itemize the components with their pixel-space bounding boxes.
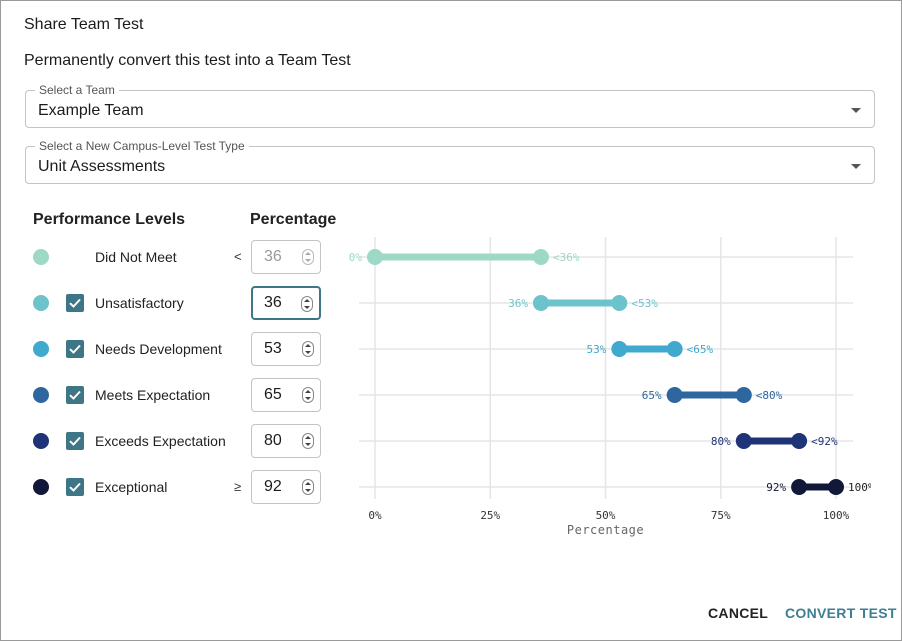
percentage-input[interactable]: 92: [251, 470, 321, 504]
range-start-label: 92%: [766, 481, 786, 494]
range-end-label: <36%: [553, 251, 580, 264]
range-end-label: <65%: [687, 343, 714, 356]
stepper-icon[interactable]: [301, 296, 313, 312]
level-color-dot: [33, 433, 49, 449]
level-row: Exceeds Expectation 80: [1, 424, 341, 458]
range-start-point: [666, 387, 683, 403]
range-start-label: 36%: [508, 297, 528, 310]
test-type-select[interactable]: Select a New Campus-Level Test Type Unit…: [25, 139, 875, 184]
level-checkbox[interactable]: [66, 386, 84, 404]
percentage-input-value: 36: [264, 248, 282, 265]
range-end-point: [666, 341, 683, 357]
level-label: Meets Expectation: [95, 387, 211, 403]
level-color-dot: [33, 341, 49, 357]
stepper-icon[interactable]: [302, 433, 314, 449]
level-color-dot: [33, 249, 49, 265]
percentage-heading: Percentage: [250, 211, 337, 228]
level-label: Did Not Meet: [95, 249, 177, 265]
level-checkbox[interactable]: [66, 478, 84, 496]
percentage-input[interactable]: 53: [251, 332, 321, 366]
level-label: Unsatisfactory: [95, 295, 184, 311]
range-start-point: [532, 295, 549, 311]
team-select-label: Select a Team: [35, 83, 119, 97]
percentage-input[interactable]: 36: [251, 286, 321, 320]
range-start-point: [735, 433, 752, 449]
x-tick-label: 0%: [368, 509, 382, 522]
stepper-icon: [302, 249, 314, 265]
team-select-value: Example Team: [38, 102, 144, 119]
range-end-label: <80%: [756, 389, 783, 402]
range-start-label: 53%: [586, 343, 606, 356]
level-color-dot: [33, 387, 49, 403]
convert-test-button[interactable]: CONVERT TEST: [785, 605, 897, 621]
performance-range-chart: 0% 25% 50% 75% 100% Percentage 0% <36% 36% <53% 53…: [349, 237, 871, 537]
checkmark-icon: [69, 482, 81, 492]
range-start-label: 65%: [642, 389, 662, 402]
percentage-input: 36: [251, 240, 321, 274]
level-row: Unsatisfactory 36: [1, 286, 341, 320]
level-row: Did Not Meet <36: [1, 240, 341, 274]
level-row: Meets Expectation 65: [1, 378, 341, 412]
range-start-point: [611, 341, 628, 357]
level-row: Exceptional ≥92: [1, 470, 341, 504]
range-end-point: [791, 433, 808, 449]
percentage-input-value: 53: [264, 340, 282, 357]
level-checkbox[interactable]: [66, 432, 84, 450]
dropdown-arrow-icon[interactable]: [851, 164, 861, 169]
range-end-point: [735, 387, 752, 403]
level-color-dot: [33, 479, 49, 495]
checkmark-icon: [69, 390, 81, 400]
percentage-input[interactable]: 65: [251, 378, 321, 412]
x-tick-label: 100%: [823, 509, 850, 522]
range-end-point: [828, 479, 844, 495]
range-start-label: 0%: [349, 251, 363, 264]
stepper-icon[interactable]: [302, 479, 314, 495]
level-color-dot: [33, 295, 49, 311]
checkmark-icon: [69, 436, 81, 446]
percentage-input-value: 65: [264, 386, 282, 403]
test-type-select-label: Select a New Campus-Level Test Type: [35, 139, 249, 153]
percentage-input-value: 36: [264, 294, 282, 311]
range-end-point: [532, 249, 549, 265]
percentage-input-value: 80: [264, 432, 282, 449]
dialog-title: Share Team Test: [24, 16, 144, 33]
level-operator: <: [234, 249, 242, 264]
level-row: Needs Development 53: [1, 332, 341, 366]
percentage-input[interactable]: 80: [251, 424, 321, 458]
stepper-icon[interactable]: [302, 341, 314, 357]
x-tick-label: 50%: [596, 509, 616, 522]
cancel-button[interactable]: CANCEL: [708, 605, 769, 621]
level-label: Exceptional: [95, 479, 168, 495]
level-operator: ≥: [234, 479, 242, 494]
range-end-label: 100%: [848, 481, 871, 494]
level-checkbox[interactable]: [66, 340, 84, 358]
performance-levels-heading: Performance Levels: [33, 211, 186, 228]
range-start-point: [367, 249, 383, 265]
dropdown-arrow-icon[interactable]: [851, 108, 861, 113]
range-start-label: 80%: [711, 435, 731, 448]
level-label: Exceeds Expectation: [95, 433, 226, 449]
range-end-label: <53%: [631, 297, 658, 310]
test-type-select-value: Unit Assessments: [38, 158, 166, 175]
x-axis-label: Percentage: [567, 523, 644, 537]
checkmark-icon: [69, 344, 81, 354]
level-label: Needs Development: [95, 341, 222, 357]
percentage-input-value: 92: [264, 478, 282, 495]
checkmark-icon: [69, 298, 81, 308]
x-tick-label: 75%: [711, 509, 731, 522]
level-checkbox[interactable]: [66, 294, 84, 312]
team-select[interactable]: Select a Team Example Team: [25, 83, 875, 128]
range-end-label: <92%: [811, 435, 838, 448]
stepper-icon[interactable]: [302, 387, 314, 403]
range-start-point: [791, 479, 808, 495]
range-end-point: [611, 295, 628, 311]
x-tick-label: 25%: [480, 509, 500, 522]
dialog-subtitle: Permanently convert this test into a Tea…: [24, 52, 351, 69]
